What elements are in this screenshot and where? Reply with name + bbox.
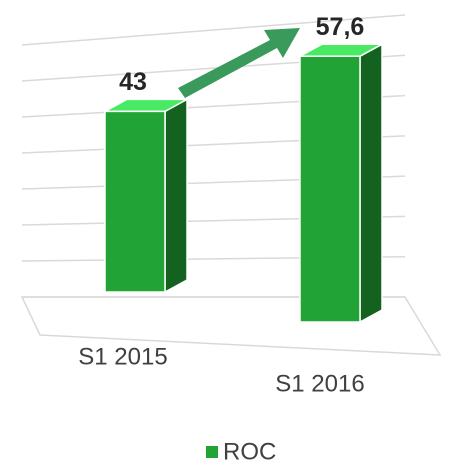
data-label: 57,6	[316, 13, 365, 41]
bar-side	[164, 98, 188, 294]
labels: 43 S1 2015 57,6 S1 2016 ROC	[78, 13, 364, 466]
bars	[104, 42, 383, 324]
data-label: 43	[119, 68, 147, 96]
bar	[299, 55, 361, 323]
trend-arrow	[178, 28, 300, 98]
bar	[104, 110, 166, 293]
x-tick-label: S1 2015	[78, 343, 167, 370]
bar-side	[359, 42, 383, 324]
grid-line	[21, 14, 406, 46]
legend-label: ROC	[223, 438, 276, 465]
x-tick-label: S1 2016	[275, 370, 364, 397]
legend-swatch	[206, 446, 218, 458]
grid	[21, 14, 406, 298]
